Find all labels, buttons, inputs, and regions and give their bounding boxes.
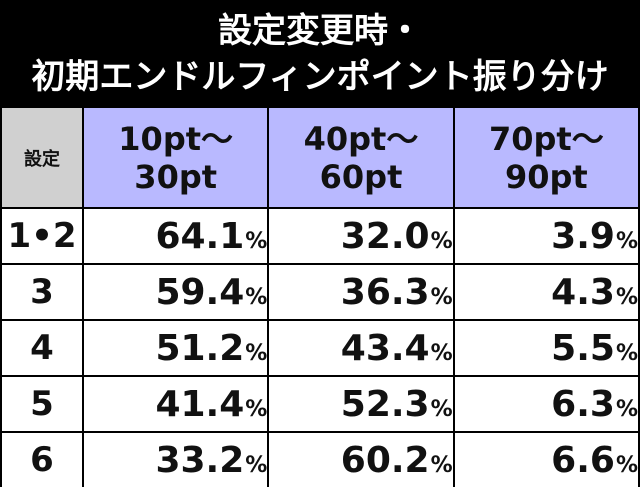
table-row: 1•2 64.1% 32.0% 3.9% [0,207,640,265]
setting-cell: 6 [0,431,84,487]
value-number: 41.4 [155,383,245,425]
header-col-line: 90pt [504,157,588,196]
table-header-row: 設定 10pt～ 30pt 40pt～ 60pt 70pt～ 90pt [0,106,640,209]
title-line-2: 初期エンドルフィンポイント振り分け [31,57,609,97]
value-number: 52.3 [340,383,430,425]
value-cell: 4.3% [452,263,640,321]
table-row: 4 51.2% 43.4% 5.5% [0,319,640,377]
header-col-line: 70pt～ [488,119,604,158]
distribution-table: 設定 10pt～ 30pt 40pt～ 60pt 70pt～ 90pt 1•2 … [0,106,640,487]
percent-unit: % [615,396,638,422]
setting-cell: 5 [0,375,84,433]
value-cell: 6.3% [452,375,640,433]
header-col-line: 10pt～ [118,119,234,158]
value-cell: 41.4% [81,375,270,433]
percent-unit: % [430,340,453,366]
header-col-line: 30pt [134,157,218,196]
value-number: 51.2 [155,327,245,369]
value-cell: 59.4% [81,263,270,321]
header-col-line: 40pt～ [303,119,419,158]
value-number: 36.3 [340,271,430,313]
setting-cell: 4 [0,319,84,377]
table-row: 5 41.4% 52.3% 6.3% [0,375,640,433]
value-number: 33.2 [155,439,245,481]
percent-unit: % [245,452,268,478]
setting-cell: 1•2 [0,207,84,265]
value-number: 5.5 [551,327,615,369]
value-cell: 60.2% [267,431,455,487]
value-number: 59.4 [155,271,245,313]
setting-cell: 3 [0,263,84,321]
value-cell: 43.4% [267,319,455,377]
header-setting: 設定 [0,106,84,209]
page-title: 設定変更時・ 初期エンドルフィンポイント振り分け [0,0,640,106]
value-cell: 51.2% [81,319,270,377]
percent-unit: % [245,228,268,254]
value-number: 6.6 [551,439,615,481]
header-col-40-60: 40pt～ 60pt [267,106,455,209]
percent-unit: % [245,340,268,366]
value-cell: 33.2% [81,431,270,487]
value-number: 60.2 [340,439,430,481]
header-col-70-90: 70pt～ 90pt [452,106,640,209]
percent-unit: % [430,284,453,310]
percent-unit: % [430,228,453,254]
table-row: 3 59.4% 36.3% 4.3% [0,263,640,321]
value-cell: 6.6% [452,431,640,487]
value-number: 32.0 [340,215,430,257]
percent-unit: % [245,284,268,310]
percent-unit: % [245,396,268,422]
value-number: 6.3 [551,383,615,425]
header-col-10-30: 10pt～ 30pt [81,106,270,209]
percent-unit: % [430,452,453,478]
percent-unit: % [430,396,453,422]
value-cell: 32.0% [267,207,455,265]
value-cell: 52.3% [267,375,455,433]
header-col-line: 60pt [319,157,403,196]
value-cell: 36.3% [267,263,455,321]
value-number: 43.4 [340,327,430,369]
percent-unit: % [615,228,638,254]
value-number: 4.3 [551,271,615,313]
percent-unit: % [615,452,638,478]
value-number: 3.9 [551,215,615,257]
value-number: 64.1 [155,215,245,257]
percent-unit: % [615,284,638,310]
value-cell: 5.5% [452,319,640,377]
title-line-1: 設定変更時・ [218,11,422,51]
value-cell: 3.9% [452,207,640,265]
table-row: 6 33.2% 60.2% 6.6% [0,431,640,487]
percent-unit: % [615,340,638,366]
value-cell: 64.1% [81,207,270,265]
